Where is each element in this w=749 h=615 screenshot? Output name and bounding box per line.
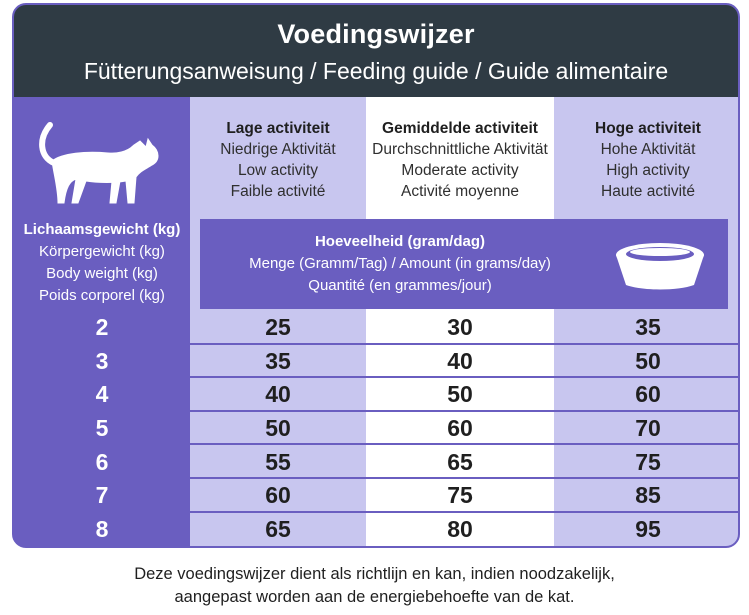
footer-line-1: Deze voedingswijzer dient als richtlijn … bbox=[134, 565, 615, 583]
activity-low-de: Niedrige Aktivität bbox=[220, 141, 336, 158]
row-divider bbox=[190, 342, 738, 345]
amount-fr: Quantité (en grammes/jour) bbox=[308, 277, 492, 294]
column-high-background bbox=[554, 97, 738, 546]
amount-de-en: Menge (Gramm/Tag) / Amount (in grams/day… bbox=[249, 255, 551, 272]
low-cell: 55 bbox=[265, 448, 291, 475]
table-row: 5 50 60 70 bbox=[14, 412, 738, 446]
amount-label: Hoeveelheid (gram/dag) Menge (Gramm/Tag)… bbox=[200, 231, 600, 297]
amount-band: Hoeveelheid (gram/dag) Menge (Gramm/Tag)… bbox=[200, 219, 728, 309]
high-cell: 60 bbox=[635, 381, 661, 408]
feeding-table: 2 25 30 35 3 35 40 50 4 40 50 60 5 50 60… bbox=[14, 311, 738, 546]
low-cell: 60 bbox=[265, 482, 291, 509]
moderate-cell: 65 bbox=[447, 448, 473, 475]
activity-header-low: Lage activiteit Niedrige Aktivität Low a… bbox=[190, 118, 366, 202]
body-weight-fr: Poids corporel (kg) bbox=[39, 287, 165, 304]
table-row: 4 40 50 60 bbox=[14, 378, 738, 412]
amount-nl: Hoeveelheid (gram/dag) bbox=[314, 233, 486, 250]
low-cell: 25 bbox=[265, 314, 291, 341]
cat-icon bbox=[39, 122, 159, 204]
table-row: 2 25 30 35 bbox=[14, 311, 738, 345]
activity-high-de: Hohe Aktivität bbox=[600, 141, 696, 158]
weight-cell: 8 bbox=[95, 515, 109, 542]
body-weight-de: Körpergewicht (kg) bbox=[39, 243, 165, 260]
low-cell: 40 bbox=[265, 381, 291, 408]
high-cell: 50 bbox=[635, 347, 661, 374]
moderate-cell: 75 bbox=[447, 482, 473, 509]
activity-header-high: Hoge activiteit Hohe Aktivität High acti… bbox=[554, 118, 738, 202]
high-cell: 35 bbox=[635, 314, 661, 341]
page-subtitle: Fütterungsanweisung / Feeding guide / Gu… bbox=[83, 58, 669, 84]
row-divider bbox=[190, 376, 738, 379]
row-divider bbox=[190, 443, 738, 446]
moderate-cell: 30 bbox=[447, 314, 473, 341]
moderate-cell: 40 bbox=[447, 347, 473, 374]
table-row: 7 60 75 85 bbox=[14, 479, 738, 513]
activity-mid-de: Durchschnittliche Aktivität bbox=[372, 141, 548, 158]
weight-cell: 5 bbox=[95, 415, 109, 442]
weight-cell: 2 bbox=[95, 314, 109, 341]
moderate-cell: 80 bbox=[447, 515, 473, 542]
feeding-guide-card: Voedingswijzer Fütterungsanweisung / Fee… bbox=[12, 3, 740, 548]
activity-mid-fr: Activité moyenne bbox=[400, 183, 520, 200]
body-weight-en: Body weight (kg) bbox=[46, 265, 158, 282]
moderate-cell: 60 bbox=[447, 415, 473, 442]
table-row: 8 65 80 95 bbox=[14, 513, 738, 546]
body-weight-label: Lichaamsgewicht (kg) Körpergewicht (kg) … bbox=[14, 219, 190, 307]
body-weight-nl: Lichaamsgewicht (kg) bbox=[23, 221, 181, 238]
activity-low-nl: Lage activiteit bbox=[226, 120, 330, 137]
activity-high-fr: Haute activité bbox=[601, 183, 695, 200]
high-cell: 70 bbox=[635, 415, 661, 442]
footer-line-2: aangepast worden aan de energiebehoefte … bbox=[174, 588, 575, 606]
activity-header-moderate: Gemiddelde activiteit Durchschnittliche … bbox=[366, 118, 554, 202]
weight-cell: 6 bbox=[95, 448, 109, 475]
column-low-background bbox=[190, 97, 366, 546]
high-cell: 75 bbox=[635, 448, 661, 475]
low-cell: 65 bbox=[265, 515, 291, 542]
weight-cell: 3 bbox=[95, 347, 109, 374]
row-divider bbox=[190, 409, 738, 412]
activity-high-nl: Hoge activiteit bbox=[595, 120, 701, 137]
table-row: 6 55 65 75 bbox=[14, 445, 738, 479]
row-divider bbox=[190, 510, 738, 513]
high-cell: 85 bbox=[635, 482, 661, 509]
column-moderate-background bbox=[366, 97, 554, 546]
low-cell: 35 bbox=[265, 347, 291, 374]
activity-high-en: High activity bbox=[606, 162, 690, 179]
activity-low-en: Low activity bbox=[237, 162, 319, 179]
page-title: Voedingswijzer bbox=[277, 19, 475, 49]
footer-note: Deze voedingswijzer dient als richtlijn … bbox=[0, 563, 749, 609]
row-divider bbox=[190, 476, 738, 479]
activity-low-fr: Faible activité bbox=[230, 183, 326, 200]
bowl-icon bbox=[616, 243, 704, 290]
table-row: 3 35 40 50 bbox=[14, 345, 738, 379]
high-cell: 95 bbox=[635, 515, 661, 542]
weight-cell: 7 bbox=[95, 482, 109, 509]
moderate-cell: 50 bbox=[447, 381, 473, 408]
weight-cell: 4 bbox=[95, 381, 109, 408]
header: Voedingswijzer Fütterungsanweisung / Fee… bbox=[14, 5, 738, 97]
activity-mid-en: Moderate activity bbox=[401, 162, 519, 179]
activity-mid-nl: Gemiddelde activiteit bbox=[382, 120, 538, 137]
low-cell: 50 bbox=[265, 415, 291, 442]
